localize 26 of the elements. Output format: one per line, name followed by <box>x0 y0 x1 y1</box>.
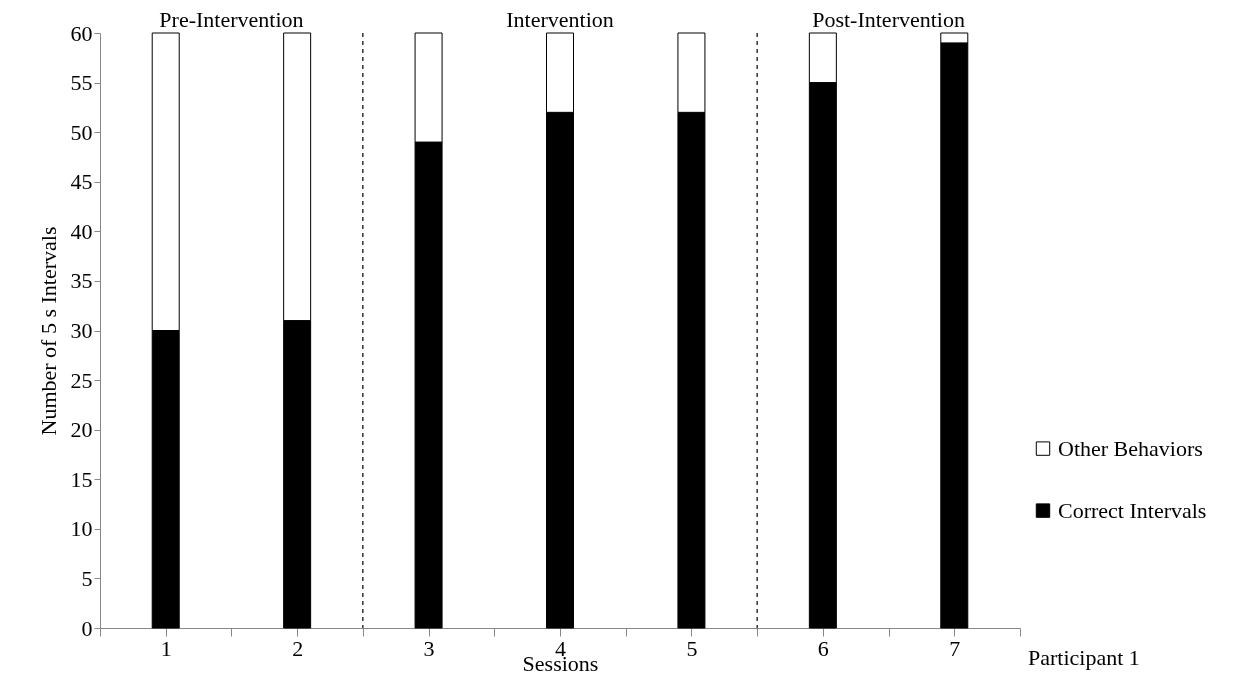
legend-label: Other Behaviors <box>1058 435 1203 461</box>
y-tick-label: 40 <box>70 218 93 244</box>
x-tick-label: 6 <box>817 635 829 661</box>
text: Post-Intervention <box>812 7 965 32</box>
y-tick-label: 5 <box>81 565 93 591</box>
y-tick-label: 0 <box>81 615 93 641</box>
y-tick-label: 45 <box>70 169 93 195</box>
x-tick-label: 7 <box>949 635 961 661</box>
y-tick-label: 10 <box>70 516 93 542</box>
text: Pre-Intervention <box>159 7 304 32</box>
y-tick-label: 60 <box>70 20 93 46</box>
legend-label: Correct Intervals <box>1058 497 1207 523</box>
y-tick-label: 55 <box>70 70 93 96</box>
text: Intervention <box>506 7 614 32</box>
y-axis-title: Number of 5 s Intervals <box>35 226 61 436</box>
y-tick-label: 35 <box>70 268 93 294</box>
y-tick-label: 25 <box>70 367 93 393</box>
x-tick-label: 5 <box>686 635 698 661</box>
y-tick-label: 20 <box>70 417 93 443</box>
y-tick-label: 50 <box>70 119 93 145</box>
x-tick-label: 1 <box>160 635 172 661</box>
y-tick-label: 30 <box>70 318 93 343</box>
x-tick-label: 3 <box>423 635 435 661</box>
text: Participant 1 <box>1028 645 1140 670</box>
x-tick-label: 2 <box>292 635 304 661</box>
y-tick-label: 15 <box>70 466 93 492</box>
